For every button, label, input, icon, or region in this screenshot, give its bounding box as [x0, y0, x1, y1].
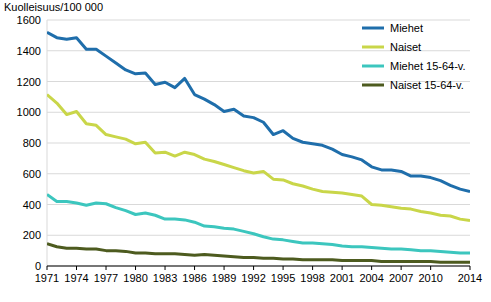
x-axis-line — [47, 266, 470, 267]
series-line — [47, 195, 470, 253]
x-tick-label: 1995 — [271, 272, 295, 284]
series-line — [47, 32, 470, 191]
legend-label: Miehet — [390, 22, 423, 34]
x-tick-label: 1998 — [300, 272, 324, 284]
x-tick — [224, 266, 225, 270]
y-tick-label: 200 — [23, 229, 41, 241]
x-tick — [47, 266, 48, 270]
x-tick — [371, 266, 372, 270]
grid-line — [47, 112, 470, 113]
x-tick — [76, 266, 77, 270]
x-tick-label: 1992 — [241, 272, 265, 284]
x-tick — [401, 266, 402, 270]
x-tick-label: 2001 — [330, 272, 354, 284]
x-tick-label: 1977 — [94, 272, 118, 284]
x-tick-label: 1980 — [123, 272, 147, 284]
x-tick — [470, 266, 471, 270]
x-tick-label: 2004 — [359, 272, 383, 284]
x-tick — [430, 266, 431, 270]
y-tick-label: 0 — [35, 260, 41, 272]
y-axis-label: Kuolleisuus/100 000 — [4, 1, 103, 13]
legend-label: Miehet 15-64-v. — [390, 60, 466, 72]
legend-swatch — [362, 46, 384, 49]
y-tick-label: 800 — [23, 137, 41, 149]
x-tick — [283, 266, 284, 270]
x-tick-label: 1986 — [182, 272, 206, 284]
x-tick-label: 1989 — [212, 272, 236, 284]
x-tick-label: 1983 — [153, 272, 177, 284]
x-tick — [342, 266, 343, 270]
x-tick — [312, 266, 313, 270]
x-tick-label: 1974 — [64, 272, 88, 284]
plot-area — [47, 32, 470, 262]
x-tick — [165, 266, 166, 270]
legend-swatch — [362, 27, 384, 30]
x-tick-label: 1971 — [35, 272, 59, 284]
x-tick-label: 2014 — [458, 272, 482, 284]
legend-label: Naiset — [390, 41, 421, 53]
x-tick — [253, 266, 254, 270]
grid-line — [47, 20, 470, 21]
y-tick-label: 1600 — [17, 14, 41, 26]
y-tick-label: 600 — [23, 168, 41, 180]
legend-swatch — [362, 84, 384, 87]
chart: Kuolleisuus/100 000 0 200 400 600 800 1000 1200… — [0, 0, 491, 302]
y-axis-line — [47, 20, 48, 266]
x-tick-label: 2007 — [389, 272, 413, 284]
y-tick-label: 1000 — [17, 106, 41, 118]
series-line — [47, 244, 470, 262]
series-line — [47, 95, 470, 221]
y-tick-label: 1200 — [17, 76, 41, 88]
grid-line — [47, 143, 470, 144]
y-tick-label: 400 — [23, 199, 41, 211]
legend-label: Naiset 15-64-v. — [390, 79, 464, 91]
x-tick-label: 2010 — [418, 272, 442, 284]
x-tick — [194, 266, 195, 270]
legend-swatch — [362, 65, 384, 68]
y-tick-label: 1400 — [17, 45, 41, 57]
x-tick — [106, 266, 107, 270]
x-tick — [135, 266, 136, 270]
grid-line — [47, 266, 470, 267]
